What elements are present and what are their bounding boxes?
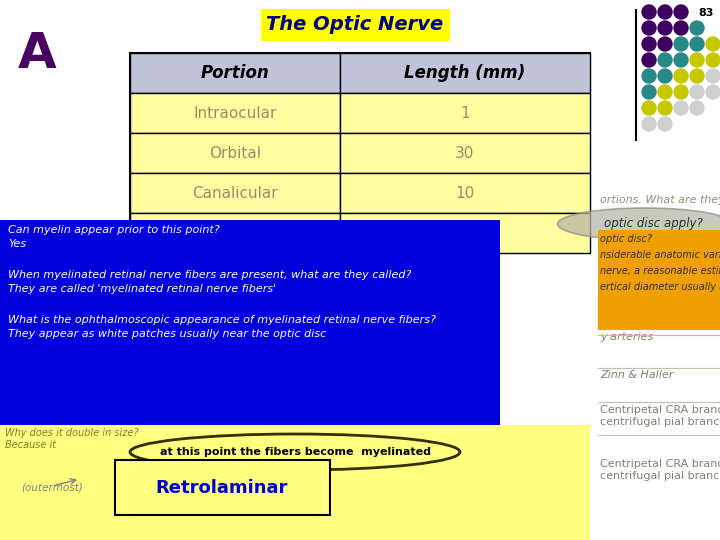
- Circle shape: [658, 5, 672, 19]
- Text: Orbital: Orbital: [209, 145, 261, 160]
- Circle shape: [658, 101, 672, 115]
- Bar: [115, 460, 330, 515]
- Text: The Optic Nerve: The Optic Nerve: [266, 16, 444, 35]
- Circle shape: [690, 53, 704, 67]
- Circle shape: [642, 21, 656, 35]
- Circle shape: [706, 85, 720, 99]
- Ellipse shape: [557, 208, 720, 240]
- Bar: [340, 213, 590, 253]
- Circle shape: [706, 53, 720, 67]
- Text: Intracranial: Intracranial: [192, 226, 279, 240]
- Circle shape: [706, 69, 720, 83]
- Circle shape: [642, 69, 656, 83]
- Bar: [130, 53, 340, 93]
- Ellipse shape: [130, 434, 460, 470]
- Text: Portion: Portion: [201, 64, 269, 82]
- Circle shape: [642, 5, 656, 19]
- Circle shape: [674, 85, 688, 99]
- Text: nerve, a reasonable estimate: nerve, a reasonable estimate: [600, 266, 720, 276]
- Text: 83: 83: [698, 8, 714, 18]
- Circle shape: [690, 69, 704, 83]
- Circle shape: [674, 53, 688, 67]
- Text: 10: 10: [455, 186, 474, 200]
- Bar: [130, 53, 590, 253]
- Circle shape: [642, 101, 656, 115]
- Circle shape: [674, 101, 688, 115]
- Text: Can myelin appear prior to this point?: Can myelin appear prior to this point?: [8, 225, 220, 235]
- Circle shape: [658, 85, 672, 99]
- Text: Canalicular: Canalicular: [192, 186, 278, 200]
- Text: They are called 'myelinated retinal nerve fibers': They are called 'myelinated retinal nerv…: [8, 284, 276, 294]
- Text: Zinn & Haller: Zinn & Haller: [600, 370, 673, 380]
- Text: Why does it double in size?: Why does it double in size?: [5, 428, 138, 438]
- Text: optic disc?: optic disc?: [600, 234, 652, 244]
- Text: They appear as white patches usually near the optic disc: They appear as white patches usually nea…: [8, 329, 326, 339]
- Circle shape: [642, 117, 656, 131]
- Text: at this point the fibers become  myelinated: at this point the fibers become myelinat…: [160, 447, 431, 457]
- Text: Centripetal CRA branches,
centrifugal pial branches: Centripetal CRA branches, centrifugal pi…: [600, 405, 720, 427]
- Text: Retrolaminar: Retrolaminar: [156, 479, 288, 497]
- Text: nsiderable anatomic variability: nsiderable anatomic variability: [600, 250, 720, 260]
- Bar: [130, 213, 340, 253]
- Bar: [340, 93, 590, 133]
- Bar: [340, 173, 590, 213]
- Circle shape: [658, 37, 672, 51]
- Text: A: A: [18, 30, 57, 78]
- Bar: [598, 230, 720, 330]
- Circle shape: [642, 85, 656, 99]
- Circle shape: [690, 37, 704, 51]
- Circle shape: [642, 37, 656, 51]
- Text: ortions. What are they?: ortions. What are they?: [600, 195, 720, 205]
- Text: What is the ophthalmoscopic appearance of myelinated retinal nerve fibers?: What is the ophthalmoscopic appearance o…: [8, 315, 436, 325]
- Text: 10: 10: [455, 226, 474, 240]
- Text: ertical diameter usually a little: ertical diameter usually a little: [600, 282, 720, 292]
- Text: Because it: Because it: [5, 440, 56, 450]
- Text: 1: 1: [460, 105, 470, 120]
- Text: Length (mm): Length (mm): [405, 64, 526, 82]
- Text: 30: 30: [455, 145, 474, 160]
- Bar: [340, 133, 590, 173]
- FancyBboxPatch shape: [261, 9, 449, 41]
- Circle shape: [690, 101, 704, 115]
- Circle shape: [674, 5, 688, 19]
- Bar: [130, 173, 340, 213]
- Circle shape: [658, 117, 672, 131]
- Text: Centripetal CRA branches,
centrifugal pial branches: Centripetal CRA branches, centrifugal pi…: [600, 459, 720, 481]
- Bar: [0, 220, 500, 425]
- Circle shape: [658, 21, 672, 35]
- Circle shape: [690, 21, 704, 35]
- Circle shape: [706, 37, 720, 51]
- Circle shape: [658, 53, 672, 67]
- Text: optic disc apply?: optic disc apply?: [603, 218, 703, 231]
- Text: (outermost): (outermost): [21, 483, 83, 493]
- Bar: [340, 53, 590, 93]
- Circle shape: [674, 21, 688, 35]
- Text: Yes: Yes: [8, 239, 26, 249]
- Bar: [130, 133, 340, 173]
- Bar: [130, 93, 340, 133]
- Circle shape: [674, 69, 688, 83]
- Circle shape: [690, 85, 704, 99]
- Circle shape: [642, 53, 656, 67]
- Circle shape: [658, 69, 672, 83]
- Text: y arteries: y arteries: [600, 332, 653, 342]
- Text: When myelinated retinal nerve fibers are present, what are they called?: When myelinated retinal nerve fibers are…: [8, 270, 411, 280]
- Bar: [0, 425, 590, 540]
- Circle shape: [674, 37, 688, 51]
- Text: Intraocular: Intraocular: [193, 105, 276, 120]
